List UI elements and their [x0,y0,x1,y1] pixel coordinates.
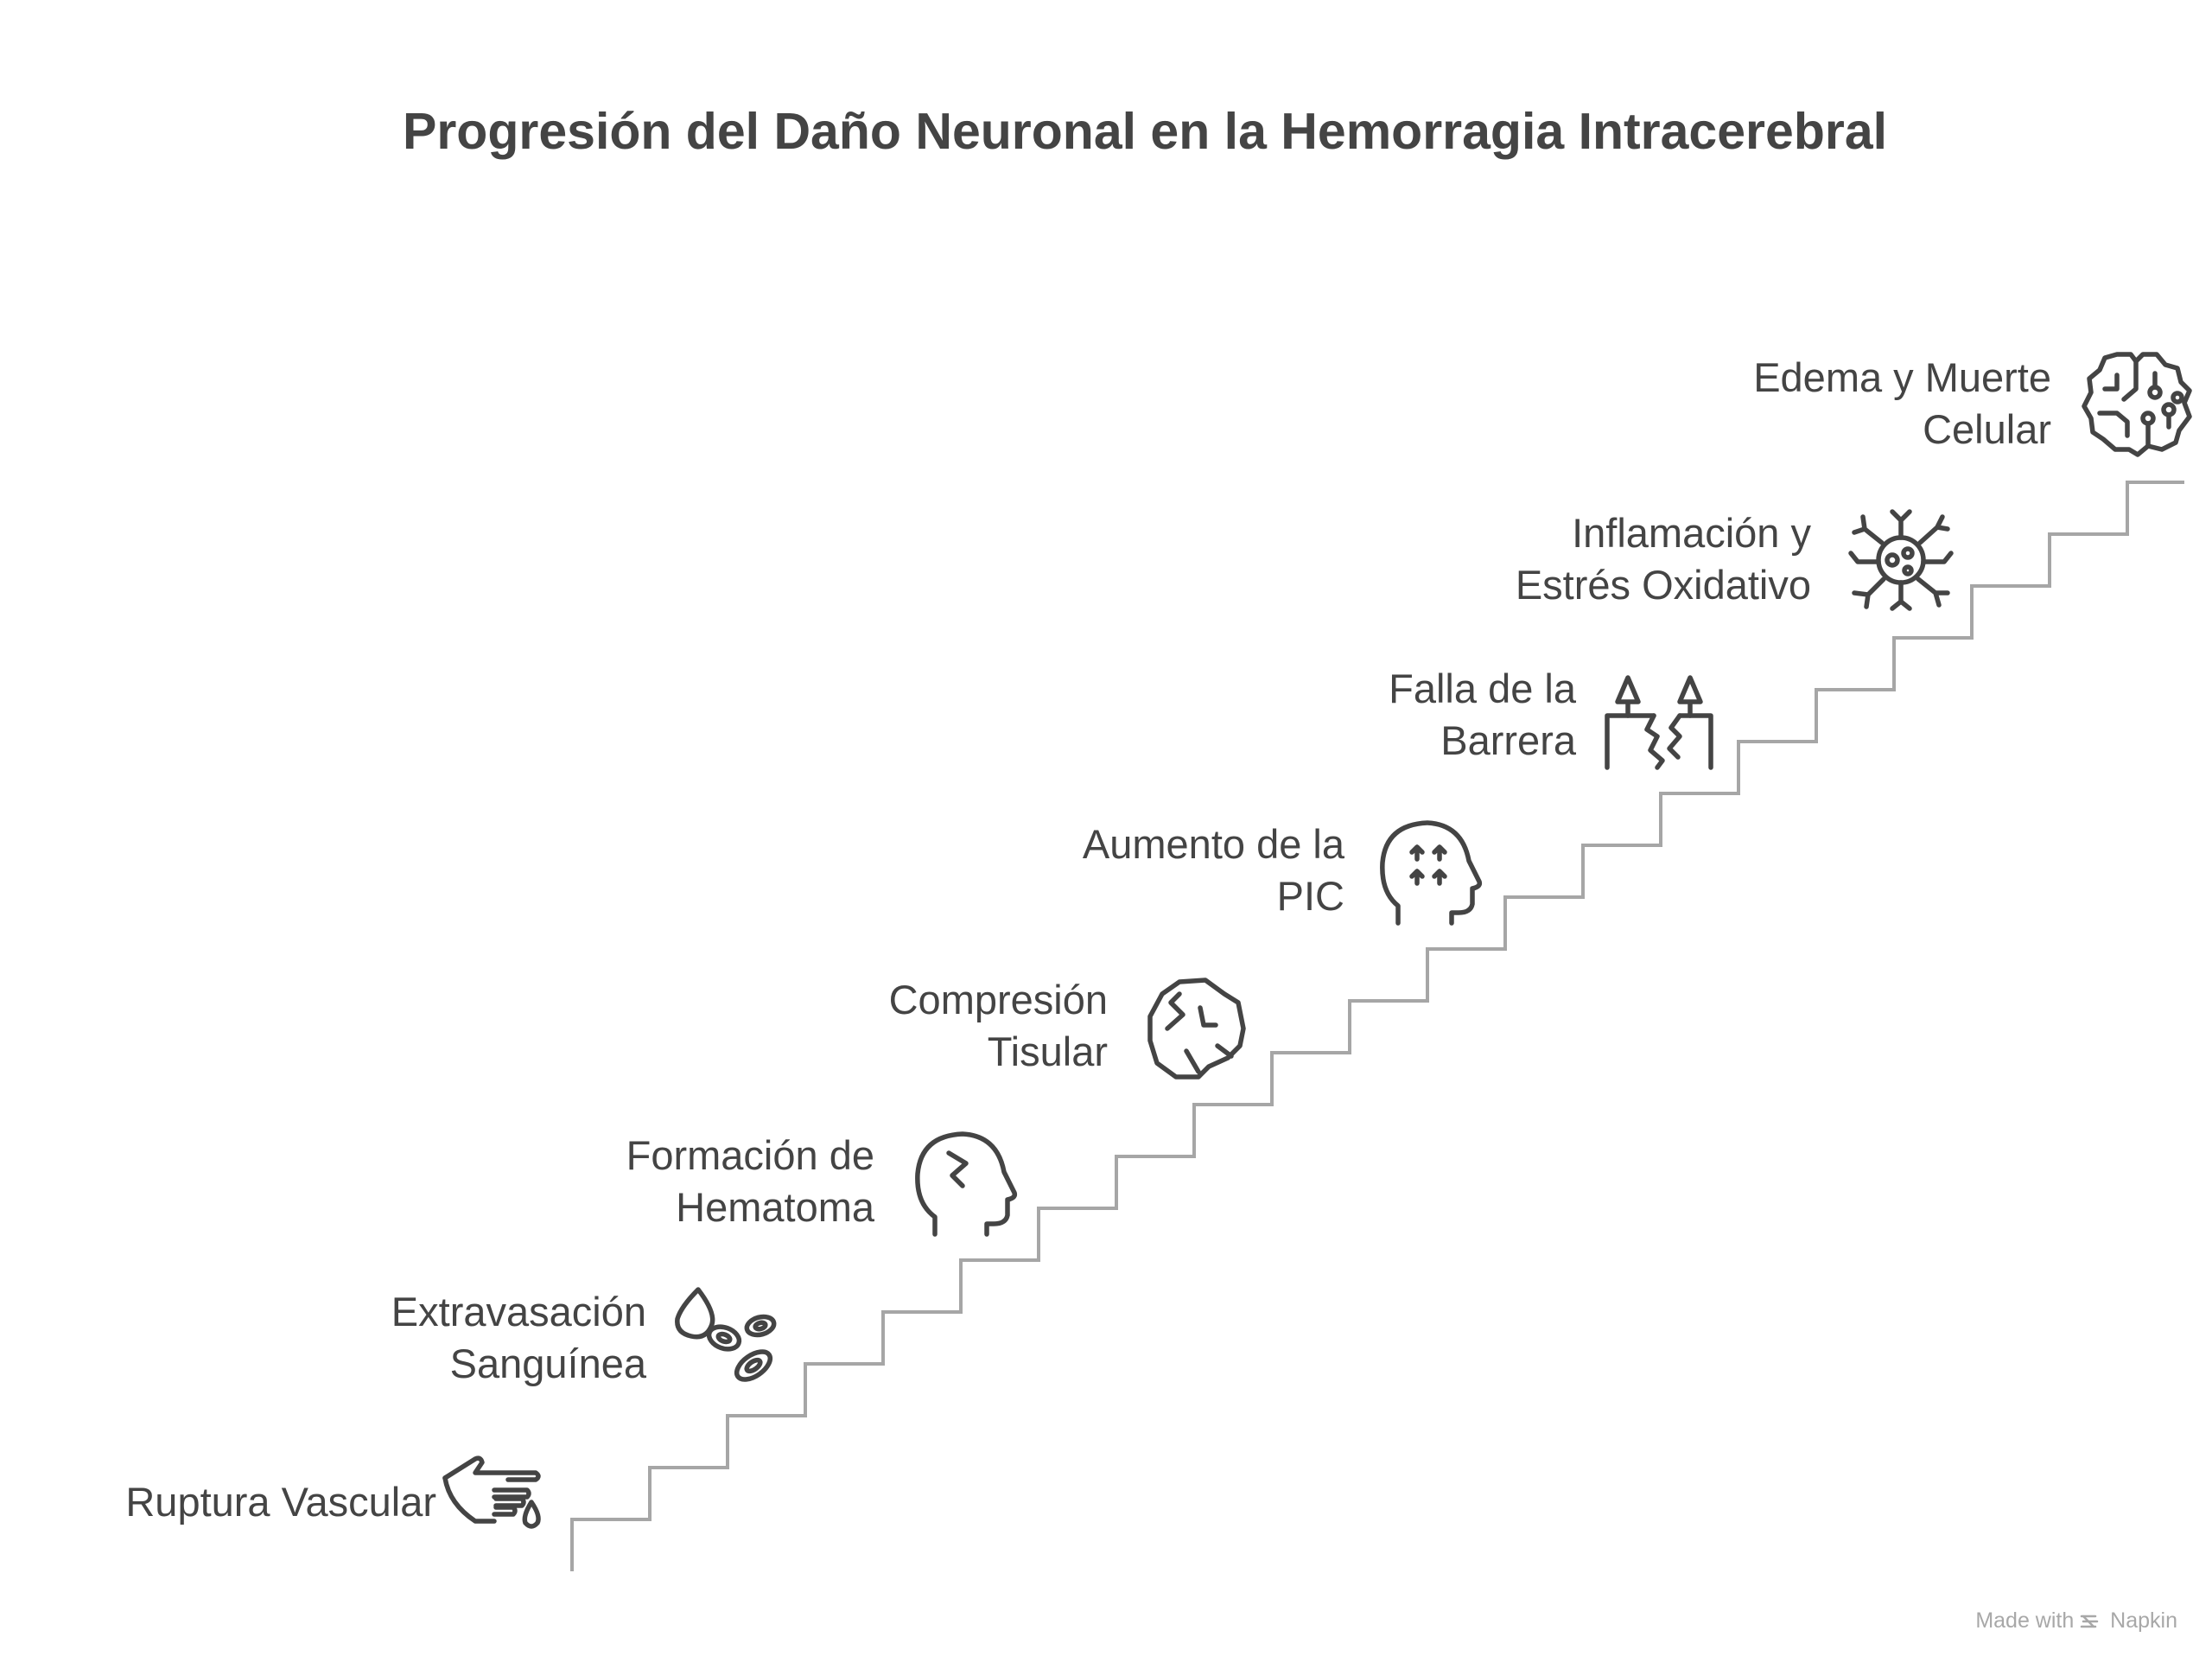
inflamed-cell-icon [1848,509,1954,611]
step-label-compresion: Compresión Tisular [889,974,1108,1078]
step-label-hematoma: Formación de Hematoma [626,1130,874,1233]
brain-circuit-icon [2082,352,2192,457]
step-label-line2: Sanguínea [449,1341,646,1386]
compressed-tissue-icon [1147,978,1246,1080]
step-label-pic: Aumento de la PIC [1083,818,1344,922]
step-label-line1: Ruptura Vascular [125,1479,436,1525]
step-label-line1: Extravasación [391,1289,646,1334]
step-label-line1: Inflamación y [1572,510,1811,556]
step-label-line2: Celular [1923,406,2051,452]
step-label-line1: Falla de la [1389,666,1576,711]
watermark-brand: Napkin [2110,1608,2177,1633]
diagram-title: Progresión del Daño Neuronal en la Hemor… [402,103,1888,160]
staircase-line [570,481,2184,1571]
napkin-logo-icon [2080,1608,2105,1633]
step-label-line2: Estrés Oxidativo [1515,562,1811,608]
broken-barrier-icon [1605,675,1713,770]
step-label-line1: Compresión [888,977,1108,1022]
step-label-edema: Edema y Muerte Celular [1753,352,2051,455]
head-pressure-arrows-icon [1380,820,1483,926]
blood-cells-icon [675,1287,777,1382]
step-label-line1: Aumento de la [1082,821,1344,867]
head-crack-icon [915,1131,1018,1237]
step-label-line1: Edema y Muerte [1753,354,2051,400]
step-label-line1: Formación de [626,1132,874,1178]
step-label-extravasacion: Extravasación Sanguínea [391,1286,646,1390]
step-label-line2: Hematoma [676,1184,874,1230]
step-label-inflamacion: Inflamación y Estrés Oxidativo [1516,507,1811,611]
watermark-prefix: Made with [1975,1608,2075,1633]
napkin-watermark[interactable]: Made with Napkin [1975,1608,2177,1634]
pointing-hand-blood-drop-icon [442,1455,541,1529]
step-label-line2: PIC [1276,873,1344,919]
step-label-barrera: Falla de la Barrera [1389,663,1576,767]
step-label-line2: Barrera [1440,717,1576,763]
step-label-line2: Tisular [987,1029,1108,1074]
step-label-ruptura-vascular: Ruptura Vascular [125,1476,436,1528]
